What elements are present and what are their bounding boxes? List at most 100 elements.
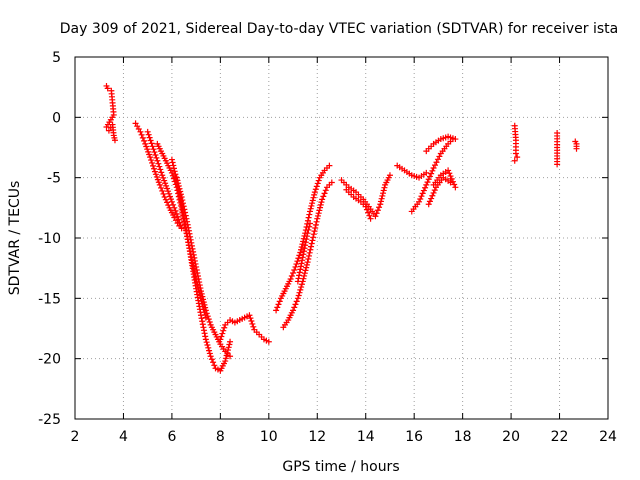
data-point	[436, 153, 443, 160]
data-point	[308, 240, 315, 247]
data-point	[291, 266, 298, 273]
data-point	[312, 225, 319, 232]
data-point	[143, 143, 150, 150]
data-point	[317, 204, 324, 211]
data-point	[219, 330, 226, 337]
data-point	[372, 213, 379, 220]
data-point	[315, 177, 322, 184]
data-point	[363, 206, 370, 213]
data-point	[446, 170, 453, 177]
data-point	[317, 201, 324, 208]
data-point	[199, 293, 206, 300]
data-point	[164, 199, 171, 206]
data-point	[378, 195, 385, 202]
data-point	[419, 190, 426, 197]
y-tick-label: 5	[52, 50, 61, 66]
data-point	[430, 165, 437, 172]
data-point	[200, 324, 207, 331]
data-point	[177, 188, 184, 195]
data-point	[377, 201, 384, 208]
plot-frame	[74, 56, 609, 420]
data-point	[367, 215, 374, 222]
data-point	[431, 187, 438, 194]
x-tick-label: 16	[405, 429, 423, 445]
data-point	[322, 187, 329, 194]
data-point	[227, 353, 234, 360]
data-point	[190, 251, 197, 258]
data-point	[291, 304, 298, 311]
data-point	[148, 157, 155, 164]
data-point	[161, 177, 168, 184]
data-point	[362, 203, 369, 210]
data-point	[314, 215, 321, 222]
y-axis-label: SDTVAR / TECUs	[7, 181, 23, 296]
data-point	[199, 321, 206, 328]
data-point	[293, 261, 300, 268]
x-tick-label: 4	[119, 429, 128, 445]
data-point	[306, 223, 313, 230]
data-point	[227, 338, 234, 345]
data-point	[365, 209, 372, 216]
data-point	[173, 174, 180, 181]
data-point	[147, 154, 154, 161]
data-point	[288, 273, 295, 280]
data-point	[386, 172, 393, 179]
data-point	[445, 167, 452, 174]
data-point	[311, 191, 318, 198]
data-point	[301, 270, 308, 277]
data-point	[156, 181, 163, 188]
data-point	[144, 128, 151, 135]
data-point	[197, 285, 204, 292]
data-point	[171, 168, 178, 175]
data-point	[150, 162, 157, 169]
data-point	[300, 248, 307, 255]
data-point	[433, 159, 440, 166]
data-point	[202, 304, 209, 311]
data-point	[326, 162, 333, 169]
data-point	[300, 238, 307, 245]
data-point	[226, 341, 233, 348]
data-point	[150, 146, 157, 153]
data-point	[298, 243, 305, 250]
chart-title: Day 309 of 2021, Sidereal Day-to-day VTE…	[60, 21, 618, 37]
data-point	[426, 173, 433, 180]
data-point	[248, 318, 255, 325]
data-point	[152, 171, 159, 178]
data-point	[377, 198, 384, 205]
data-point	[185, 227, 192, 234]
data-point	[201, 301, 208, 308]
data-point	[292, 301, 299, 308]
data-point	[299, 254, 306, 261]
data-point	[145, 148, 152, 155]
data-point	[203, 339, 210, 346]
data-point	[191, 257, 198, 264]
data-point	[148, 140, 155, 147]
data-point	[141, 137, 148, 144]
data-point	[275, 301, 282, 308]
data-point	[512, 150, 519, 157]
data-point	[320, 193, 327, 200]
data-point	[448, 175, 455, 182]
x-tick-label: 12	[308, 429, 326, 445]
data-point	[295, 255, 302, 262]
data-point	[168, 198, 175, 205]
data-point	[198, 290, 205, 297]
data-point	[297, 286, 304, 293]
grid	[75, 57, 608, 419]
data-point	[203, 310, 210, 317]
data-point	[218, 333, 225, 340]
data-point	[423, 181, 430, 188]
x-tick-label: 14	[357, 429, 375, 445]
data-point	[250, 323, 257, 330]
data-point	[204, 313, 211, 320]
data-point	[300, 251, 307, 258]
data-point	[167, 196, 174, 203]
y-tick-label: -20	[38, 352, 61, 368]
y-tick-label: -5	[47, 171, 61, 187]
data-point	[432, 162, 439, 169]
data-point	[305, 214, 312, 221]
data-point	[296, 269, 303, 276]
data-point	[159, 172, 166, 179]
data-point	[194, 273, 201, 280]
x-tick-label: 22	[551, 429, 569, 445]
